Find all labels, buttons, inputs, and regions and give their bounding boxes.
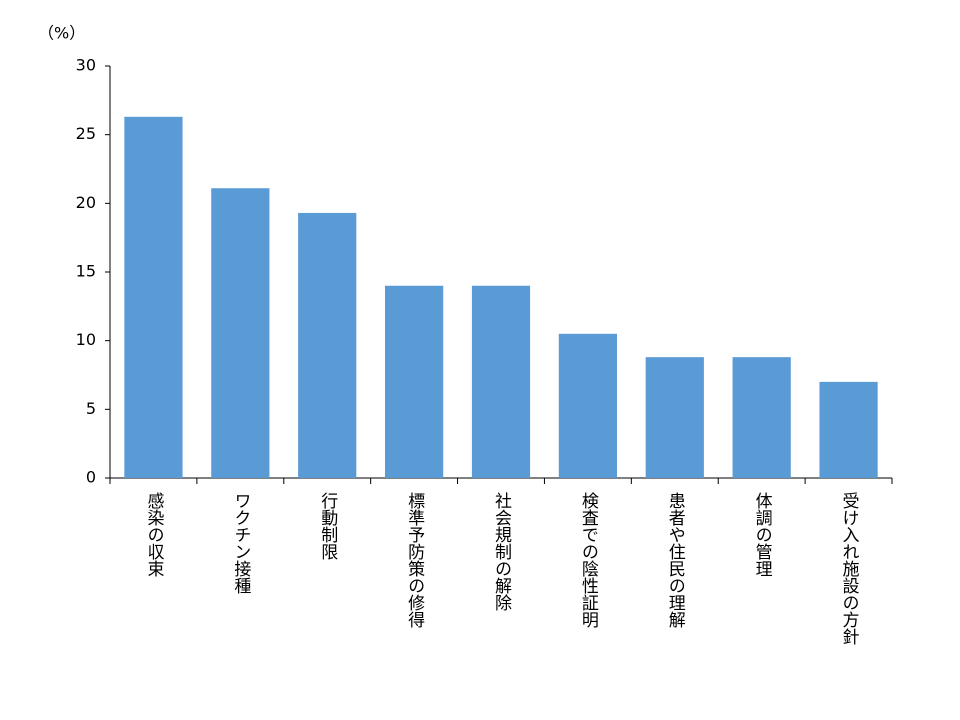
y-tick-label: 15	[76, 262, 96, 281]
bar	[385, 285, 444, 478]
bar	[819, 381, 878, 478]
x-tick-label: 感染の収束	[143, 492, 164, 577]
bar	[298, 212, 357, 479]
bar	[471, 285, 531, 478]
y-axis-label: （%）	[38, 24, 85, 43]
x-tick-label: 受け入れ施設の方針	[839, 492, 860, 645]
bar	[124, 116, 183, 479]
bar	[645, 357, 704, 478]
x-tick-label: 体調の管理	[752, 492, 773, 577]
x-tick-label: 行動制限	[317, 492, 338, 560]
x-tick-label: 患者や住民の理解	[665, 492, 686, 628]
x-tick-label: ワクチン接種	[230, 492, 251, 594]
x-tick-label: 検査での陰性証明	[578, 492, 599, 629]
bar	[558, 333, 617, 478]
y-tick-label: 20	[76, 193, 96, 212]
bar	[211, 188, 270, 478]
y-tick-label: 30	[76, 56, 96, 75]
y-tick-label: 5	[86, 399, 96, 418]
bar	[732, 357, 791, 478]
y-tick-label: 25	[76, 124, 96, 143]
x-tick-label: 社会規制の解除	[491, 492, 512, 611]
y-tick-label: 10	[76, 330, 96, 349]
x-tick-label: 標準予防策の修得	[404, 492, 425, 628]
y-tick-label: 0	[86, 468, 96, 487]
